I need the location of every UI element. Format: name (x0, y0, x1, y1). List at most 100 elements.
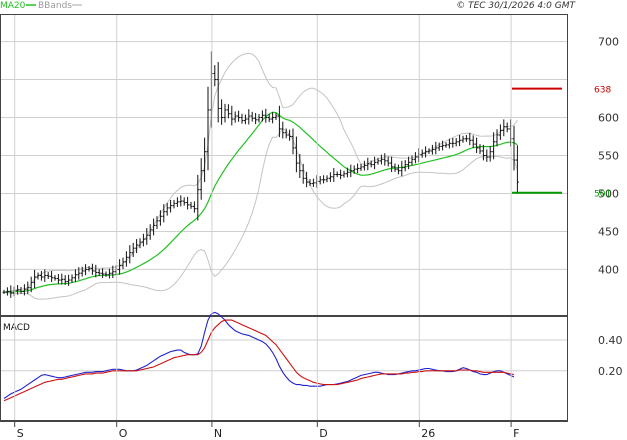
price-bar (359, 163, 363, 171)
price-bar (376, 157, 380, 165)
macd-tick-label: 0.20 (598, 365, 623, 378)
price-bar (172, 199, 176, 209)
price-bar (16, 285, 20, 295)
price-bar (332, 168, 336, 182)
price-panel-frame (0, 14, 568, 316)
price-bar (162, 204, 166, 223)
price-bar (481, 144, 485, 161)
bollinger-bands (3, 52, 518, 300)
price-bar (53, 275, 57, 281)
price-bar (199, 158, 203, 200)
price-bar (264, 108, 268, 123)
price-bar (101, 268, 105, 278)
macd-title: MACD (3, 323, 30, 333)
price-tick-label: 600 (598, 112, 619, 125)
price-bar (305, 171, 309, 188)
price-tick-label: 450 (598, 225, 619, 238)
price-bar (60, 273, 64, 285)
price-bar (29, 276, 33, 293)
price-bar (464, 135, 468, 142)
price-bar (155, 216, 159, 230)
price-bar (84, 264, 88, 276)
price-bar (339, 169, 343, 180)
price-bar (335, 171, 339, 177)
price-bar (284, 128, 288, 139)
price-bar (148, 224, 152, 240)
price-bar (366, 157, 370, 171)
price-bar (383, 153, 387, 166)
price-bar (322, 175, 326, 184)
price-bar (226, 104, 230, 119)
price-bar (97, 269, 101, 276)
price-bar (22, 284, 26, 296)
price-bar (2, 289, 6, 295)
price-bar (104, 271, 108, 277)
price-bar (288, 129, 292, 141)
legend-bbands: BBands (38, 1, 72, 11)
price-bar (250, 111, 254, 122)
price-bar (56, 273, 60, 284)
price-bar (158, 210, 162, 226)
macd-lines (3, 311, 515, 402)
price-bar (325, 175, 329, 183)
price-bar (396, 164, 400, 175)
price-bar (230, 105, 234, 126)
price-bar (298, 153, 302, 178)
price-bar (468, 132, 472, 146)
price-bar (138, 238, 142, 249)
price-bar (43, 269, 47, 282)
price-bar (260, 110, 264, 122)
price-bar (505, 122, 509, 133)
price-bar (424, 146, 428, 158)
price-bar (128, 245, 132, 264)
price-bar (271, 112, 275, 124)
price-bar (247, 109, 251, 125)
price-bar (274, 112, 278, 120)
price-bar (196, 174, 200, 221)
price-bar (5, 287, 9, 296)
price-tick-label: 500 (598, 187, 619, 200)
price-bar (294, 136, 298, 173)
price-bar (458, 135, 462, 147)
month-label: S (17, 427, 24, 440)
price-bar (240, 113, 244, 124)
month-label: 26 (421, 427, 435, 440)
price-bar (46, 272, 50, 279)
price-bar (87, 266, 91, 272)
price-bar (175, 197, 179, 207)
price-bar (213, 65, 217, 87)
price-bar (73, 269, 77, 283)
price-bar (512, 125, 516, 171)
price-bar (63, 275, 67, 285)
price-bar (131, 242, 135, 257)
resistance-label: 638 (594, 86, 611, 96)
price-bar (410, 155, 414, 166)
price-bar (345, 167, 349, 178)
price-bar (243, 114, 247, 125)
price-bar (118, 259, 122, 275)
price-bar (291, 128, 295, 155)
price-bar (451, 138, 455, 148)
price-bar (277, 105, 281, 138)
price-bar (328, 172, 332, 182)
legend-ma20: MA20 (0, 1, 26, 11)
price-bar (281, 121, 285, 139)
price-y-axis: 400 450 500 550 600 700 (598, 36, 619, 277)
price-bar (447, 138, 451, 149)
price-bar (19, 286, 23, 294)
price-bar (90, 263, 94, 275)
price-bar (318, 176, 322, 185)
price-bar (189, 201, 193, 209)
price-bar (165, 202, 169, 216)
price-bar (352, 165, 356, 174)
price-bar (437, 142, 441, 151)
bb-lower-line (3, 127, 518, 300)
price-bar (94, 264, 98, 278)
price-bar (145, 228, 149, 245)
price-tick-label: 550 (598, 150, 619, 163)
price-bar (50, 270, 54, 283)
price-bar (441, 140, 445, 151)
price-bar (356, 163, 360, 174)
price-bar (498, 124, 502, 140)
month-label: F (513, 427, 519, 440)
